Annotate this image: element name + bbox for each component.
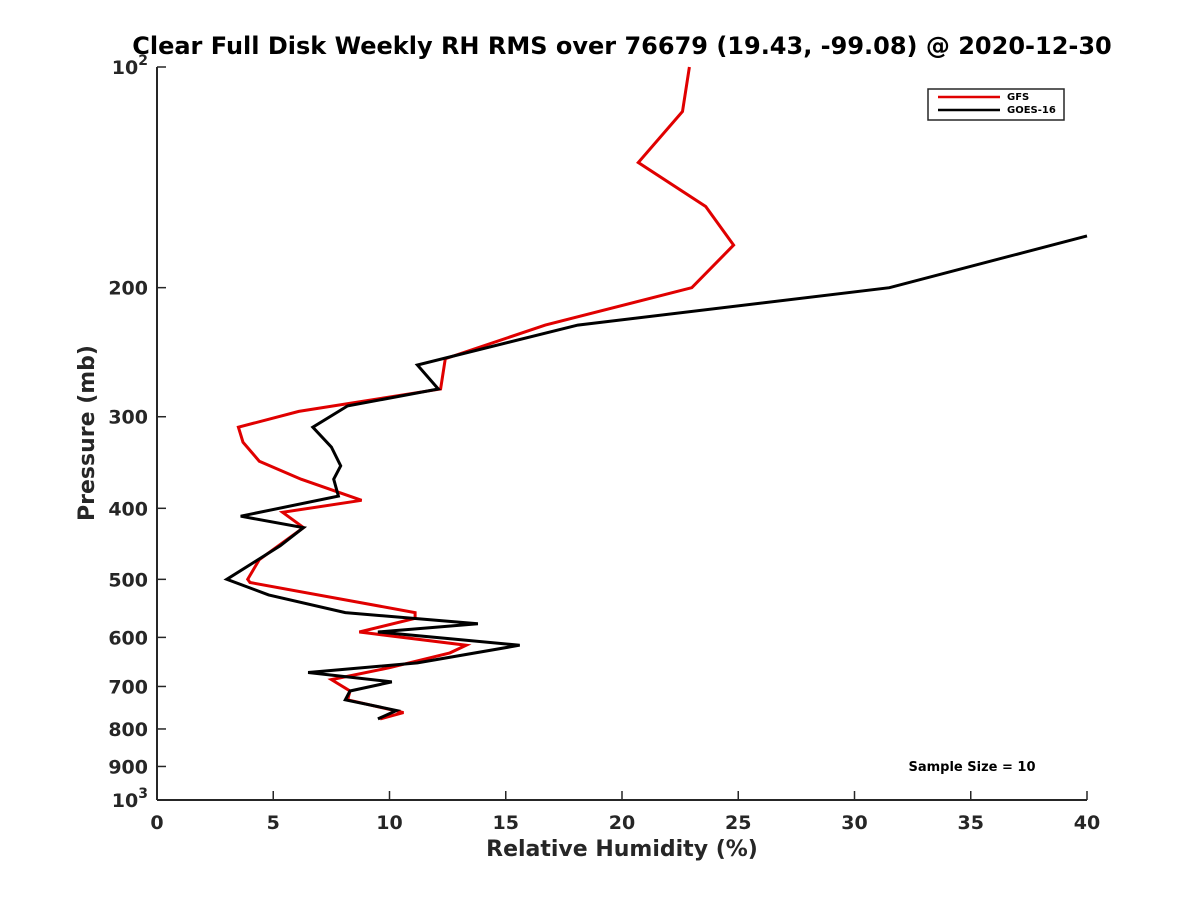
x-tick-label: 0 [150,812,163,834]
series-line-goes16 [223,234,1088,721]
x-tick-label: 5 [267,812,280,834]
chart-title: Clear Full Disk Weekly RH RMS over 76679… [132,32,1112,60]
y-tick-label: 700 [108,676,148,698]
legend-box [927,88,1065,121]
y-tick-label: 102 [112,53,148,79]
y-tick-label: 600 [108,627,148,649]
y-tick-label: 200 [108,278,148,300]
x-tick-label: 10 [376,812,402,834]
x-tick-label: 30 [841,812,867,834]
y-axis-label: Pressure (mb) [75,345,100,521]
x-axis-label: Relative Humidity (%) [486,837,758,862]
x-tick-label: 20 [609,812,635,834]
legend-label-goes16: GOES-16 [1007,105,1056,116]
x-tick-label: 40 [1074,812,1100,834]
x-tick-label: 35 [958,812,984,834]
series-lines [223,66,1088,721]
x-tick-label: 15 [493,812,519,834]
x-tick-label: 25 [725,812,751,834]
sample-size-annotation: Sample Size = 10 [908,760,1035,775]
legend: GFS GOES-16 [927,88,1065,121]
series-line-gfs [236,66,736,721]
y-tick-label: 103 [112,786,148,812]
axis-ticks: 0 5 10 15 20 25 30 35 40 102 200 300 400 500 600 700 800… [108,53,1100,834]
y-tick-label: 300 [108,407,148,429]
y-tick-label: 400 [108,498,148,520]
y-tick-label: 500 [108,569,148,591]
y-tick-label: 800 [108,719,148,741]
legend-label-gfs: GFS [1007,92,1029,103]
y-tick-label: 900 [108,756,148,778]
